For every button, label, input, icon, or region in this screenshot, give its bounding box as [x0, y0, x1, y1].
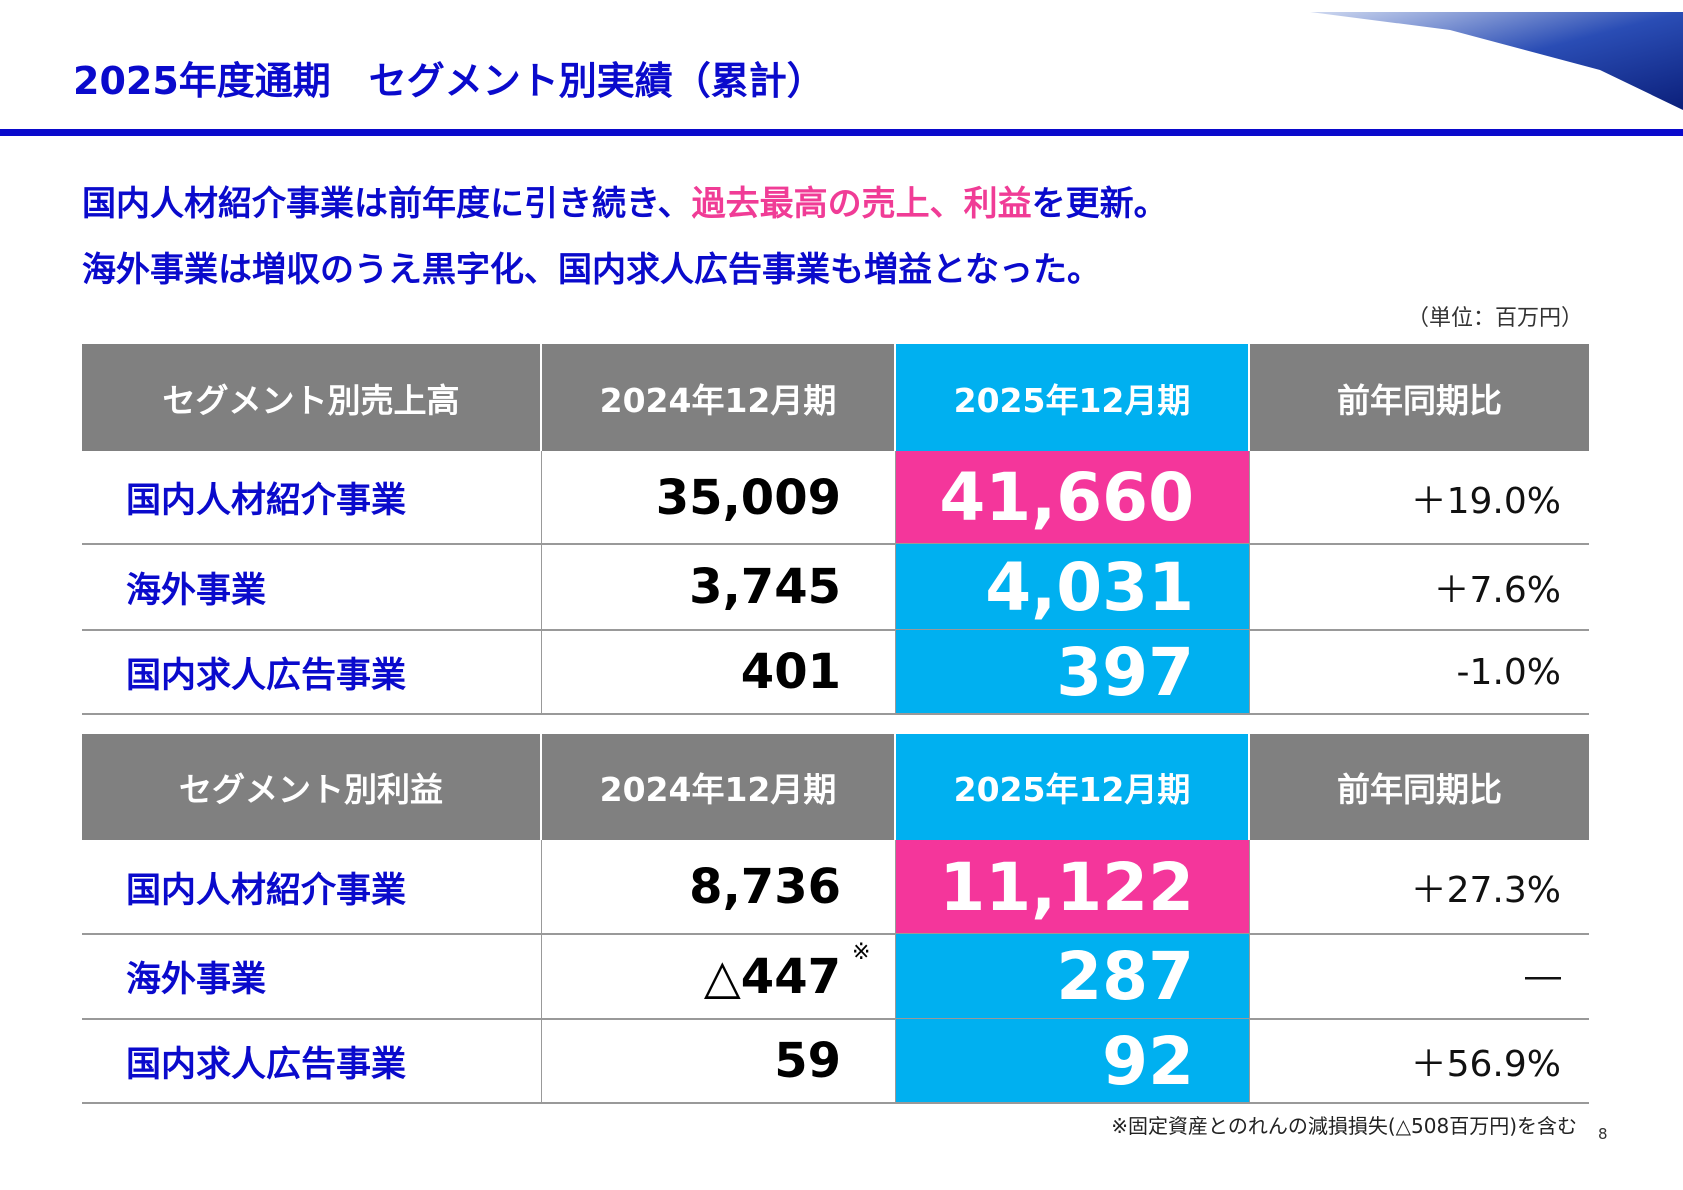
- prev-value: △447: [703, 948, 841, 1005]
- row-rule: [82, 1018, 1589, 1020]
- row-label: 海外事業: [126, 570, 267, 611]
- column-rule: [895, 544, 896, 630]
- row-label: 国内人材紹介事業: [126, 870, 407, 911]
- row-label: 国内人材紹介事業: [126, 481, 407, 521]
- current-value: 397: [896, 630, 1250, 714]
- current-value: 4,031: [896, 544, 1250, 630]
- column-rule: [895, 451, 896, 544]
- title: 2025年度通期 セグメント別実績（累計）: [73, 59, 825, 103]
- header-cell: 2025年12月期: [896, 344, 1248, 451]
- prev-value: 401: [740, 644, 841, 700]
- column-rule: [1249, 451, 1250, 544]
- yoy-change: ＋56.9%: [1410, 1044, 1561, 1085]
- column-rule: [895, 630, 896, 714]
- current-value: 287: [896, 934, 1250, 1019]
- header-cell: 前年同期比: [1250, 734, 1589, 840]
- row-rule: [82, 933, 1589, 935]
- header-cell: セグメント別売上高: [82, 344, 540, 451]
- prev-value: 59: [774, 1033, 841, 1089]
- column-rule: [541, 544, 542, 630]
- unit: （単位：百万円）: [1406, 306, 1583, 331]
- lead-line: 海外事業は増収のうえ黒字化、国内求人広告事業も増益となった。: [82, 242, 1101, 291]
- page-number: 8: [1598, 1125, 1608, 1143]
- row-label: 国内求人広告事業: [126, 655, 407, 696]
- prev-value: 3,745: [689, 559, 841, 615]
- yoy-change: ＋7.6%: [1433, 570, 1561, 611]
- column-rule: [895, 840, 896, 934]
- prev-value: 8,736: [689, 859, 841, 915]
- header-cell: 2024年12月期: [542, 344, 894, 451]
- lead-text: 国内人材紹介事業は前年度に引き続き、: [82, 184, 692, 224]
- column-rule: [1249, 1019, 1250, 1103]
- yoy-change: -1.0%: [1456, 651, 1561, 693]
- header-cell: 前年同期比: [1250, 344, 1589, 451]
- current-value: 92: [896, 1019, 1250, 1103]
- header-cell: 2025年12月期: [896, 734, 1248, 840]
- column-rule: [1249, 934, 1250, 1019]
- row-rule: [82, 713, 1589, 715]
- footnote: ※固定資産とのれんの減損損失(△508百万円)を含む: [1111, 1114, 1577, 1138]
- lead-line: 国内人材紹介事業は前年度に引き続き、過去最高の売上、利益を更新。: [82, 176, 1168, 225]
- column-rule: [541, 630, 542, 714]
- column-rule: [895, 934, 896, 1019]
- row-label: 海外事業: [126, 960, 267, 1000]
- title-rule: [0, 129, 1683, 136]
- column-rule: [541, 1019, 542, 1103]
- current-value: 11,122: [896, 840, 1250, 934]
- header-cell: セグメント別利益: [82, 734, 540, 840]
- column-rule: [1249, 544, 1250, 630]
- column-rule: [1249, 630, 1250, 714]
- yoy-change: ＋19.0%: [1410, 480, 1561, 522]
- row-label: 国内求人広告事業: [126, 1044, 407, 1085]
- lead-text: を更新。: [1031, 184, 1168, 224]
- column-rule: [1249, 840, 1250, 934]
- row-rule: [82, 1102, 1589, 1104]
- yoy-change: ＋27.3%: [1410, 870, 1561, 911]
- column-rule: [541, 934, 542, 1019]
- highlight-text: 過去最高の売上、利益: [691, 184, 1032, 224]
- lead-text: 海外事業は増収のうえ黒字化、国内求人広告事業も増益となった。: [82, 250, 1101, 290]
- note-mark: ※: [852, 940, 871, 965]
- header-cell: 2024年12月期: [542, 734, 894, 840]
- row-rule: [82, 629, 1589, 631]
- prev-value: 35,009: [655, 469, 841, 526]
- row-rule: [82, 543, 1589, 545]
- column-rule: [541, 840, 542, 934]
- current-value: 41,660: [896, 451, 1250, 544]
- corner-decoration: [1310, 12, 1683, 110]
- column-rule: [541, 451, 542, 544]
- column-rule: [895, 1019, 896, 1103]
- yoy-change: ―: [1525, 956, 1561, 997]
